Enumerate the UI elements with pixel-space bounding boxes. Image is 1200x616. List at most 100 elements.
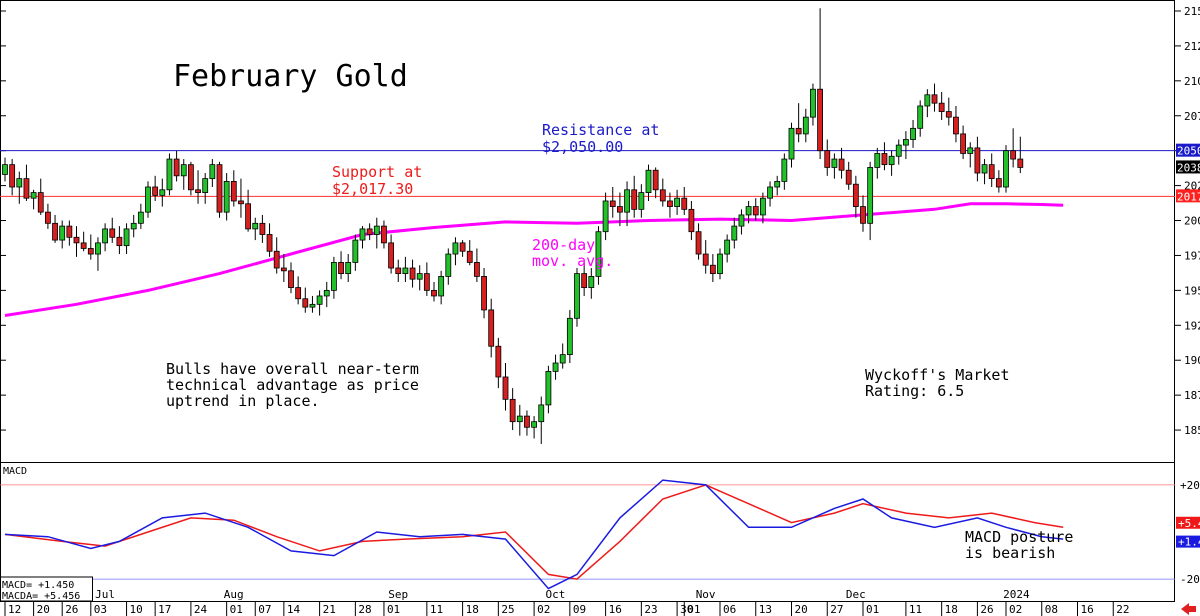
candle — [917, 100, 924, 137]
date-tick-label: 27 — [830, 603, 843, 616]
candle — [617, 192, 623, 227]
candle-body-down — [109, 228, 116, 238]
candle — [195, 170, 201, 204]
date-tick-label: 30 — [680, 603, 693, 616]
candle — [173, 150, 180, 182]
candle-body-up — [452, 242, 459, 255]
candle-body-down — [273, 250, 280, 269]
candle-body-up — [59, 225, 66, 241]
candle — [631, 175, 638, 218]
candle — [373, 217, 380, 249]
candle — [495, 337, 502, 389]
candle — [488, 298, 495, 358]
candle — [366, 223, 373, 241]
candle-body-down — [388, 242, 395, 269]
macd-signal-line — [4, 484, 1064, 580]
candle — [531, 416, 537, 439]
date-tick-label: 20 — [795, 603, 808, 616]
candle — [309, 295, 316, 313]
candle-body-down — [473, 262, 480, 277]
candle-body-down — [845, 169, 852, 185]
price-axis: 2150.0 2125.0 2100.0 2075.0 2050.0 2025.0 2000… — [0, 5, 1200, 437]
date-tick-label: 11 — [909, 603, 922, 616]
candle — [845, 161, 852, 190]
candle-body-up — [588, 275, 595, 288]
candle-body-up — [1003, 150, 1009, 188]
month-label: Nov — [696, 588, 716, 601]
date-tick-label: 22 — [1116, 603, 1129, 616]
candle — [73, 226, 80, 257]
date-tick-label: 11 — [430, 603, 443, 616]
rating-line-2: Rating: 6.5 — [865, 382, 964, 400]
candle-body-down — [466, 250, 473, 263]
candle — [609, 186, 616, 218]
date-tick-label: 10 — [130, 603, 143, 616]
candle — [874, 147, 881, 179]
candle — [273, 237, 280, 274]
candle-body-up — [438, 275, 445, 297]
candle — [266, 223, 273, 257]
date-tick-label: 20 — [37, 603, 50, 616]
candle — [381, 220, 387, 249]
candle-body-up — [130, 222, 137, 230]
candle — [423, 262, 430, 296]
candle-body-down — [87, 248, 94, 255]
candle-body-down — [266, 234, 273, 252]
ma-label: 200-day — [532, 236, 595, 254]
candle-body-down — [338, 262, 344, 275]
candle-body-up — [731, 225, 738, 241]
price-tick-label: 2025.0 — [1184, 180, 1200, 193]
price-tick-label: 1900.0 — [1184, 354, 1200, 367]
candle-body-up — [724, 239, 731, 255]
candle-body-down — [302, 298, 309, 308]
date-tick-label: 02 — [537, 603, 550, 616]
candle — [59, 220, 66, 249]
candle-body-up — [559, 354, 566, 364]
candle-body-up — [781, 158, 788, 182]
support-tag-box — [1176, 189, 1200, 203]
candle-body-up — [16, 178, 23, 188]
candle-body-up — [416, 273, 423, 280]
candle — [974, 136, 981, 182]
candle-body-down — [667, 200, 673, 207]
candle-body-up — [359, 228, 366, 241]
candle — [802, 108, 809, 143]
date-tick-label: 18 — [945, 603, 958, 616]
candle — [288, 262, 294, 294]
candle — [345, 254, 352, 282]
candle — [953, 105, 959, 143]
date-tick-label: 01 — [230, 603, 243, 616]
resistance-tag: 2050.0 — [1177, 145, 1200, 158]
candle — [66, 220, 73, 246]
price-tick-label: 2000.0 — [1184, 215, 1200, 228]
candle-body-down — [824, 150, 831, 168]
candle-body-up — [352, 239, 359, 263]
candle-body-up — [802, 116, 809, 135]
date-tick-label: 21 — [323, 603, 336, 616]
candle — [781, 153, 788, 190]
candle — [52, 214, 58, 243]
macd-note-line-1: MACD posture — [965, 528, 1073, 546]
candle-body-down — [423, 273, 430, 291]
chart-title: February Gold — [173, 59, 408, 94]
scroll-right-arrow-icon[interactable] — [1176, 602, 1200, 616]
candle — [888, 150, 895, 176]
candle-body-down — [502, 376, 509, 400]
macd-title: MACD — [3, 466, 27, 477]
date-tick-label: 14 — [287, 603, 301, 616]
candle-body-down — [1017, 158, 1024, 168]
candle — [545, 365, 552, 414]
candle — [245, 189, 252, 232]
date-tick-label: 18 — [466, 603, 479, 616]
candle — [624, 181, 630, 227]
candle — [960, 125, 966, 160]
candle-body-up — [895, 144, 902, 157]
candle-body-up — [402, 267, 409, 275]
candle-body-down — [931, 94, 938, 104]
ma-200-line — [4, 202, 1064, 317]
candle — [159, 178, 166, 207]
candle-body-down — [681, 197, 688, 210]
candle-body-up — [867, 167, 874, 224]
macd-legend-box — [0, 576, 93, 602]
